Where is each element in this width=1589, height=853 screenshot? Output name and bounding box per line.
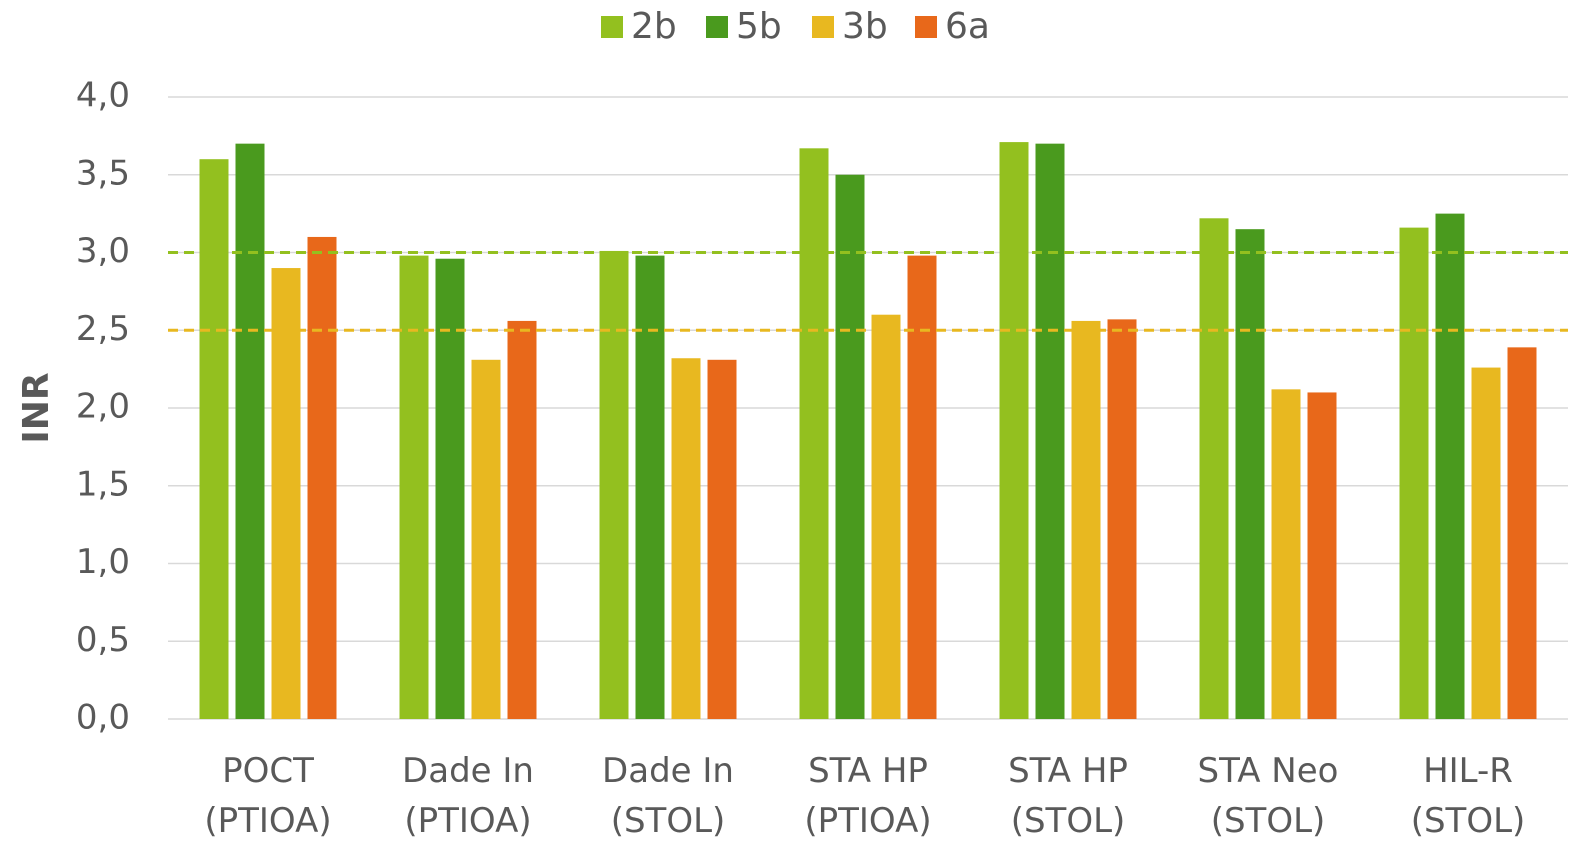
- legend-label: 5b: [736, 6, 782, 47]
- bar: [1071, 320, 1101, 719]
- bar: [1271, 389, 1301, 719]
- y-tick-label: 3,0: [76, 231, 130, 271]
- y-tick-label: 1,5: [76, 464, 130, 504]
- x-tick-label: POCT (PTIOA): [204, 751, 331, 841]
- bar: [907, 255, 937, 720]
- x-tick-label: STA Neo (STOL): [1198, 751, 1339, 841]
- bar: [1235, 229, 1265, 720]
- bar: [435, 258, 465, 719]
- bar: [271, 268, 301, 719]
- bar: [599, 250, 629, 719]
- bar: [1507, 347, 1537, 719]
- y-tick-label: 2,0: [76, 387, 130, 427]
- legend-label: 2b: [631, 6, 677, 47]
- y-axis-label: INR: [16, 372, 57, 443]
- legend-swatch: [601, 16, 623, 38]
- bar: [871, 314, 901, 719]
- bar: [999, 142, 1029, 720]
- bar: [399, 255, 429, 720]
- bar: [799, 148, 829, 719]
- bar: [671, 358, 701, 719]
- bar: [1435, 213, 1465, 719]
- y-tick-label: 0,5: [76, 620, 130, 660]
- bar: [1307, 392, 1337, 719]
- bar: [199, 159, 229, 719]
- bar: [1471, 367, 1501, 719]
- bar: [635, 255, 665, 720]
- x-tick-label: STA HP (STOL): [1008, 751, 1128, 841]
- x-tick-label: Dade In (PTIOA): [402, 751, 534, 841]
- legend-swatch: [706, 16, 728, 38]
- bar: [1199, 218, 1229, 720]
- legend-swatch: [812, 16, 834, 38]
- bar: [707, 359, 737, 719]
- legend-label: 3b: [842, 6, 888, 47]
- y-tick-label: 1,0: [76, 542, 130, 582]
- bar: [307, 236, 337, 719]
- bar: [1399, 227, 1429, 719]
- x-tick-label: Dade In (STOL): [602, 751, 734, 841]
- y-tick-label: 4,0: [76, 76, 130, 116]
- y-tick-label: 0,0: [76, 698, 130, 738]
- bar: [835, 174, 865, 719]
- y-tick-label: 3,5: [76, 153, 130, 193]
- x-tick-label: HIL-R (STOL): [1411, 751, 1526, 841]
- bar: [507, 320, 537, 719]
- legend-swatch: [915, 16, 937, 38]
- x-tick-label: STA HP (PTIOA): [804, 751, 931, 841]
- bar: [471, 359, 501, 719]
- bar: [1107, 319, 1137, 719]
- legend-label: 6a: [945, 6, 990, 47]
- bar: [235, 143, 265, 719]
- y-tick-label: 2,5: [76, 309, 130, 349]
- bar: [1035, 143, 1065, 719]
